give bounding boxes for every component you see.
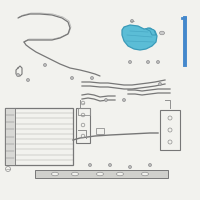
Polygon shape bbox=[35, 170, 168, 178]
Circle shape bbox=[128, 60, 132, 64]
Circle shape bbox=[108, 164, 112, 166]
Polygon shape bbox=[146, 28, 156, 35]
Circle shape bbox=[130, 20, 134, 22]
Ellipse shape bbox=[52, 172, 58, 176]
Ellipse shape bbox=[160, 31, 164, 35]
Circle shape bbox=[146, 60, 150, 64]
Circle shape bbox=[88, 164, 92, 166]
Circle shape bbox=[16, 73, 20, 76]
Circle shape bbox=[26, 78, 30, 82]
Ellipse shape bbox=[116, 172, 124, 176]
Circle shape bbox=[90, 76, 94, 79]
Ellipse shape bbox=[142, 172, 148, 176]
Polygon shape bbox=[122, 25, 157, 50]
Polygon shape bbox=[5, 108, 15, 165]
Circle shape bbox=[44, 64, 46, 66]
Circle shape bbox=[128, 166, 132, 168]
Ellipse shape bbox=[72, 172, 78, 176]
Circle shape bbox=[104, 98, 108, 102]
Circle shape bbox=[156, 60, 160, 64]
Circle shape bbox=[158, 82, 162, 86]
Circle shape bbox=[148, 164, 152, 166]
Circle shape bbox=[70, 76, 74, 79]
Ellipse shape bbox=[96, 172, 104, 176]
Circle shape bbox=[122, 98, 126, 102]
